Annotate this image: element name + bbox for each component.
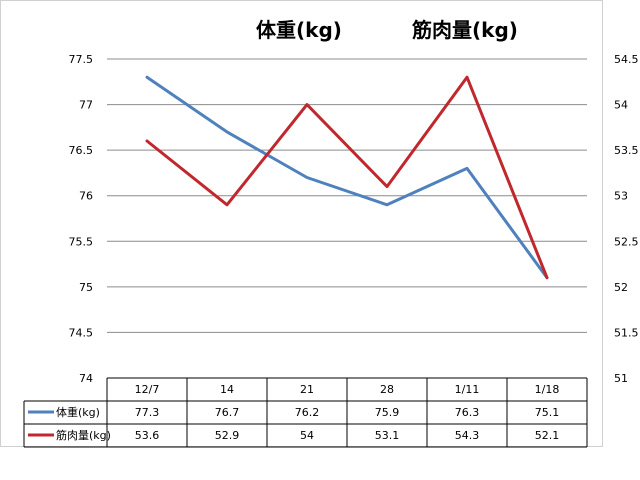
x-category-label: 12/7	[135, 383, 160, 396]
y-left-tick-label: 74	[79, 372, 93, 385]
y-left-tick-label: 76	[79, 190, 93, 203]
chart-title-muscle: 筋肉量(kg)	[412, 18, 518, 42]
x-category-label: 14	[220, 383, 234, 396]
y-right-tick-label: 53	[614, 190, 628, 203]
legend-series-name: 体重(kg)	[56, 405, 100, 419]
y-right-tick-label: 54	[614, 99, 628, 112]
x-category-label: 1/18	[535, 383, 560, 396]
table-value: 75.9	[375, 406, 400, 419]
x-category-label: 1/11	[455, 383, 480, 396]
table-value: 76.2	[295, 406, 320, 419]
y-left-tick-label: 76.5	[69, 144, 94, 157]
table-value: 53.6	[135, 429, 160, 442]
chart-frame	[0, 0, 603, 447]
y-right-tick-label: 53.5	[614, 144, 639, 157]
legend-series-name: 筋肉量(kg)	[56, 428, 111, 442]
y-left-tick-label: 77	[79, 99, 93, 112]
table-value: 52.1	[535, 429, 560, 442]
table-value: 53.1	[375, 429, 400, 442]
x-category-label: 21	[300, 383, 314, 396]
table-value: 52.9	[215, 429, 240, 442]
y-right-tick-label: 51	[614, 372, 628, 385]
weight-series-line	[145, 75, 549, 280]
table-value: 54	[300, 429, 314, 442]
y-right-tick-label: 52	[614, 281, 628, 294]
chart-title-weight: 体重(kg)	[256, 18, 342, 42]
table-value: 54.3	[455, 429, 480, 442]
y-left-tick-label: 74.5	[69, 326, 94, 339]
x-category-label: 28	[380, 383, 394, 396]
muscle-series-line	[145, 75, 549, 280]
y-right-tick-label: 52.5	[614, 235, 639, 248]
table-value: 75.1	[535, 406, 560, 419]
y-left-tick-label: 75.5	[69, 235, 94, 248]
y-right-tick-label: 54.5	[614, 53, 639, 66]
y-left-tick-label: 75	[79, 281, 93, 294]
y-right-tick-label: 51.5	[614, 326, 639, 339]
table-value: 76.7	[215, 406, 240, 419]
y-left-tick-label: 77.5	[69, 53, 94, 66]
table-value: 77.3	[135, 406, 160, 419]
table-value: 76.3	[455, 406, 480, 419]
